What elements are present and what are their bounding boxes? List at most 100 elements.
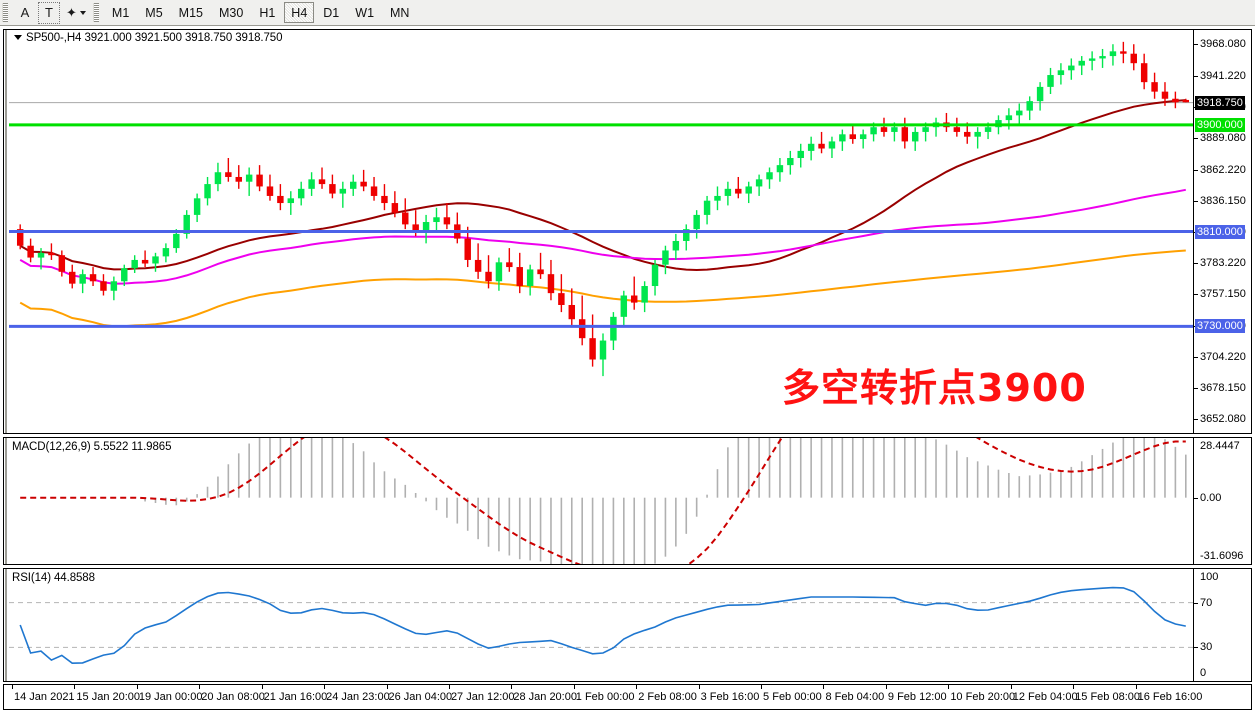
objects-icon: ✦ bbox=[66, 4, 77, 20]
price-scale-label: 3941.220 bbox=[1200, 69, 1246, 82]
price-plot-area[interactable] bbox=[9, 30, 1195, 433]
price-scale-tick bbox=[1194, 294, 1198, 296]
chevron-down-icon bbox=[79, 10, 86, 15]
macd-scale-tick bbox=[1194, 497, 1198, 499]
window-bottom-strip bbox=[0, 710, 1255, 713]
time-axis-tick bbox=[136, 685, 138, 689]
toolbar-grip-2[interactable] bbox=[92, 3, 99, 22]
time-axis-label: 24 Jan 23:00 bbox=[326, 691, 390, 703]
price-level-chip[interactable]: 3900.000 bbox=[1195, 117, 1245, 132]
time-axis-label: 21 Jan 16:00 bbox=[263, 691, 328, 703]
price-scale-tick bbox=[1194, 137, 1198, 139]
price-scale-tick bbox=[1194, 44, 1198, 46]
time-axis-label: 14 Jan 2021 bbox=[14, 691, 75, 703]
symbol-header: SP500-,H4 3921.000 3921.500 3918.750 391… bbox=[14, 32, 283, 44]
time-axis-tick bbox=[448, 685, 450, 689]
timeframe-m30[interactable]: M30 bbox=[218, 5, 244, 20]
price-scale-tick bbox=[1194, 356, 1198, 358]
chart-menu-caret-icon[interactable] bbox=[14, 35, 22, 40]
time-axis-label: 16 Feb 16:00 bbox=[1137, 691, 1203, 703]
time-axis-label: 10 Feb 20:00 bbox=[950, 691, 1016, 703]
time-axis-tick bbox=[761, 685, 763, 689]
time-axis-label: 9 Feb 12:00 bbox=[887, 691, 947, 703]
timeframe-m15[interactable]: M15 bbox=[178, 5, 203, 20]
rsi-label: RSI(14) 44.8588 bbox=[12, 572, 95, 584]
timeframe-d1[interactable]: D1 bbox=[323, 5, 340, 20]
time-axis-tick bbox=[261, 685, 263, 689]
price-level-chip[interactable]: 3810.000 bbox=[1195, 224, 1245, 239]
rsi-scale[interactable]: 100 70 30 0 bbox=[1193, 569, 1251, 681]
rsi-scale-label: 70 bbox=[1200, 596, 1213, 609]
time-axis-label: 15 Jan 20:00 bbox=[76, 691, 141, 703]
objects-dropdown-button[interactable]: ✦ bbox=[62, 2, 90, 24]
current-price-chip[interactable]: 3918.750 bbox=[1195, 95, 1245, 110]
time-axis-label: 2 Feb 08:00 bbox=[638, 691, 697, 703]
main-toolbar: A T ✦ M1 M5 M15 M30 H1 H4 D1 W1 MN bbox=[0, 0, 1255, 26]
toolbar-grip[interactable] bbox=[2, 3, 8, 22]
timeframe-h1[interactable]: H1 bbox=[259, 5, 276, 20]
price-panel-scroll[interactable] bbox=[4, 30, 8, 433]
time-axis-tick bbox=[948, 685, 950, 689]
time-axis-label: 12 Feb 04:00 bbox=[1012, 691, 1078, 703]
macd-scale-label: 28.4447 bbox=[1200, 440, 1240, 452]
label-tool-button[interactable]: T bbox=[38, 1, 60, 24]
price-scale-tick bbox=[1194, 200, 1198, 202]
time-axis-tick bbox=[199, 685, 201, 689]
symbol-header-text: SP500-,H4 3921.000 3921.500 3918.750 391… bbox=[26, 32, 283, 44]
time-axis-label: 1 Feb 00:00 bbox=[575, 691, 635, 703]
macd-scale[interactable]: 28.4447 0.00 -31.6096 bbox=[1193, 438, 1251, 564]
time-axis-tick bbox=[74, 685, 76, 689]
timeframe-h4[interactable]: H4 bbox=[284, 2, 315, 23]
price-scale-tick bbox=[1194, 75, 1198, 77]
price-level-chip[interactable]: 3730.000 bbox=[1195, 319, 1245, 334]
price-scale-label: 3678.150 bbox=[1200, 381, 1246, 394]
time-axis-label: 3 Feb 16:00 bbox=[700, 691, 760, 703]
time-axis-label: 20 Jan 08:00 bbox=[201, 691, 265, 703]
price-scale-label: 3783.220 bbox=[1200, 257, 1246, 270]
timeframe-m5[interactable]: M5 bbox=[145, 5, 163, 20]
price-scale-tick bbox=[1194, 263, 1198, 265]
time-axis-tick bbox=[511, 685, 513, 689]
price-scale[interactable]: 3968.0803941.2203915.1503889.0803862.220… bbox=[1193, 30, 1251, 433]
rsi-panel[interactable]: RSI(14) 44.8588 100 70 30 0 bbox=[3, 568, 1252, 682]
macd-plot-area[interactable] bbox=[9, 438, 1195, 564]
rsi-plot-area[interactable] bbox=[9, 569, 1195, 681]
time-axis-label: 15 Feb 08:00 bbox=[1075, 691, 1140, 703]
price-scale-label: 3704.220 bbox=[1200, 350, 1246, 363]
rsi-panel-scroll[interactable] bbox=[4, 569, 8, 681]
macd-panel[interactable]: MACD(12,26,9) 5.5522 11.9865 28.4447 0.00… bbox=[3, 437, 1252, 565]
text-tool-button[interactable]: A bbox=[20, 5, 30, 20]
time-axis-tick bbox=[386, 685, 388, 689]
time-axis-tick bbox=[12, 685, 13, 689]
time-axis-tick bbox=[823, 685, 825, 689]
time-axis-tick bbox=[573, 685, 575, 689]
chart-annotation-text[interactable]: 多空转折点3900 bbox=[782, 366, 1087, 410]
time-axis-tick bbox=[1135, 685, 1137, 689]
rsi-scale-label: 30 bbox=[1200, 641, 1213, 654]
macd-scale-label: -31.6096 bbox=[1200, 550, 1244, 562]
timeframe-w1[interactable]: W1 bbox=[355, 5, 375, 20]
time-axis-label: 5 Feb 00:00 bbox=[763, 691, 822, 703]
time-axis-tick bbox=[885, 685, 887, 689]
price-scale-label: 3757.150 bbox=[1200, 288, 1246, 301]
price-scale-tick bbox=[1194, 169, 1198, 171]
time-axis-label: 28 Jan 20:00 bbox=[513, 691, 577, 703]
rsi-scale-label: 0 bbox=[1200, 667, 1207, 679]
time-axis-label: 8 Feb 04:00 bbox=[825, 691, 885, 703]
rsi-scale-tick bbox=[1194, 602, 1198, 604]
rsi-scale-tick bbox=[1194, 647, 1198, 649]
price-scale-label: 3889.080 bbox=[1200, 131, 1246, 144]
time-axis-tick bbox=[1010, 685, 1012, 689]
time-axis-tick bbox=[324, 685, 326, 689]
price-scale-label: 3836.150 bbox=[1200, 194, 1246, 207]
time-axis-tick bbox=[636, 685, 638, 689]
macd-scale-label: 0.00 bbox=[1200, 491, 1222, 504]
timeframe-mn[interactable]: MN bbox=[390, 5, 410, 20]
price-chart-panel[interactable]: SP500-,H4 3921.000 3921.500 3918.750 391… bbox=[3, 29, 1252, 434]
macd-panel-scroll[interactable] bbox=[4, 438, 8, 564]
time-axis[interactable]: 14 Jan 2021 15 Jan 20:00 19 Jan 00:00 20 Ja… bbox=[3, 684, 1252, 710]
timeframe-m1[interactable]: M1 bbox=[111, 5, 130, 20]
time-axis-label: 27 Jan 12:00 bbox=[450, 691, 515, 703]
price-scale-tick bbox=[1194, 418, 1198, 420]
